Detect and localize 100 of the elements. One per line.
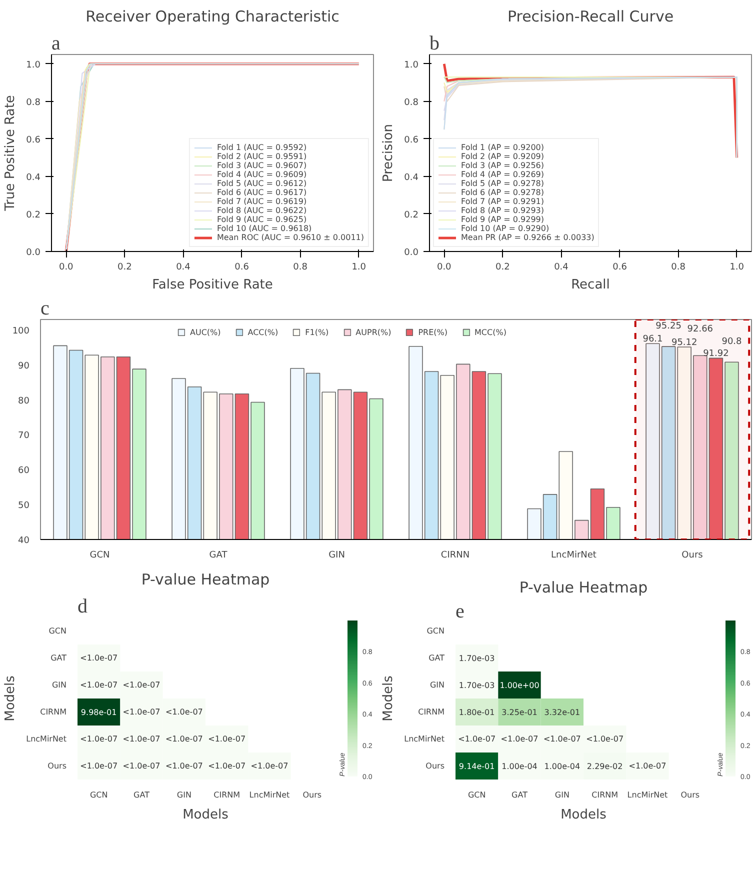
legend-label: AUC(%) bbox=[190, 327, 221, 337]
legend-label: Fold 3 (AUC = 0.9607) bbox=[216, 161, 307, 170]
data-label: <1.0e-07 bbox=[543, 734, 581, 744]
chart-title: P-value Heatmap bbox=[519, 578, 648, 596]
legend-label: Fold 1 (AUC = 0.9592) bbox=[216, 143, 307, 152]
data-label: <1.0e-07 bbox=[250, 762, 288, 770]
y-tick-label: GIN bbox=[430, 680, 445, 690]
data-label: <1.0e-07 bbox=[165, 762, 203, 770]
x-axis-title: False Positive Rate bbox=[152, 278, 273, 292]
data-label: <1.0e-07 bbox=[165, 734, 203, 744]
data-label: <1.0e-07 bbox=[500, 734, 538, 744]
legend-label: ACC(%) bbox=[248, 327, 278, 337]
y-axis-title: Models bbox=[381, 675, 396, 722]
data-label: 2.29e-02 bbox=[586, 762, 623, 771]
data-label: <1.0e-07 bbox=[80, 734, 118, 744]
data-label: <1.0e-07 bbox=[122, 680, 160, 690]
data-label: <1.0e-07 bbox=[122, 762, 160, 770]
legend-label: AUPR(%) bbox=[356, 327, 392, 337]
legend-label: PRE(%) bbox=[418, 327, 448, 337]
x-tick-label: Ours bbox=[680, 790, 700, 800]
data-label: <1.0e-07 bbox=[208, 734, 246, 744]
y-tick-label: LncMirNet bbox=[26, 734, 67, 744]
y-tick-label: Ours bbox=[48, 762, 67, 770]
data-label: 1.80e-01 bbox=[458, 708, 495, 717]
y-tick-label: 0.4 bbox=[404, 172, 419, 183]
data-label: 1.00e-04 bbox=[502, 762, 538, 771]
y-tick-label: 0.0 bbox=[26, 248, 41, 258]
x-tick-label: GCN bbox=[90, 790, 108, 800]
legend-label: Fold 4 (AUC = 0.9609) bbox=[216, 170, 307, 179]
y-tick-label: CIRNM bbox=[418, 708, 445, 716]
y-tick-label: LncMirNet bbox=[404, 734, 445, 744]
data-label: 3.25e-01 bbox=[502, 708, 538, 717]
legend-label: Fold 1 (AP = 0.9200) bbox=[461, 143, 544, 152]
y-tick-label: 50 bbox=[18, 501, 30, 512]
legend-label: Fold 2 (AP = 0.9209) bbox=[461, 152, 544, 161]
x-tick-label: CIRNN bbox=[440, 550, 470, 560]
x-tick-label: GCN bbox=[90, 550, 110, 560]
y-tick-label: CIRNM bbox=[40, 708, 67, 716]
y-tick-label: 100 bbox=[12, 326, 30, 336]
x-tick-label: GAT bbox=[512, 790, 528, 800]
x-tick-label: Ours bbox=[682, 550, 704, 560]
x-tick-label: GCN bbox=[468, 790, 486, 800]
data-label: <1.0e-07 bbox=[122, 734, 160, 744]
legend-label: Fold 9 (AP = 0.9299) bbox=[461, 215, 544, 224]
y-tick-label: GAT bbox=[428, 654, 445, 662]
x-tick-label: 0.2 bbox=[496, 262, 510, 272]
x-axis-title: Recall bbox=[571, 278, 610, 292]
x-tick-label: 1.0 bbox=[730, 262, 744, 272]
y-tick-label: GCN bbox=[48, 626, 67, 636]
y-tick-label: 70 bbox=[18, 431, 30, 442]
data-label: 1.70e-03 bbox=[458, 654, 495, 663]
data-label: 95.25 bbox=[656, 322, 682, 332]
legend-label: Fold 10 (AUC = 0.9618) bbox=[216, 224, 312, 233]
data-label: 3.32e-01 bbox=[544, 708, 580, 717]
data-label: <1.0e-07 bbox=[586, 734, 624, 744]
legend-label: Fold 8 (AP = 0.9293) bbox=[461, 206, 544, 215]
data-label: 90.8 bbox=[722, 337, 742, 348]
legend-label: Mean ROC (AUC = 0.9610 ± 0.0011) bbox=[216, 233, 364, 242]
annotation: e bbox=[456, 600, 464, 622]
y-tick-label: GAT bbox=[50, 654, 67, 662]
legend-label: MCC(%) bbox=[474, 327, 506, 337]
legend-label: Fold 7 (AUC = 0.9619) bbox=[216, 197, 307, 206]
x-tick-label: LncMirNet bbox=[249, 790, 290, 800]
legend-label: Fold 3 (AP = 0.9256) bbox=[461, 161, 544, 170]
x-tick-label: 0.8 bbox=[293, 262, 308, 272]
data-label: <1.0e-07 bbox=[458, 734, 496, 744]
legend-label: Fold 7 (AP = 0.9291) bbox=[461, 197, 544, 206]
y-axis-title: Models bbox=[3, 675, 18, 722]
y-tick-label: 60 bbox=[18, 466, 30, 476]
data-label: 96.1 bbox=[642, 334, 663, 345]
y-tick-label: 0.4 bbox=[26, 172, 41, 183]
y-tick-label: GIN bbox=[52, 680, 67, 690]
legend-label: Fold 4 (AP = 0.9269) bbox=[461, 170, 544, 179]
data-label: 1.00e-04 bbox=[544, 762, 580, 771]
x-tick-label: LncMirNet bbox=[551, 550, 597, 560]
data-label: <1.0e-07 bbox=[208, 762, 246, 770]
y-tick-label: 80 bbox=[18, 396, 30, 406]
data-label: 9.14e-01 bbox=[458, 762, 495, 771]
data-label: 91.92 bbox=[703, 349, 729, 360]
y-tick-label: GCN bbox=[426, 626, 445, 636]
data-label: <1.0e-07 bbox=[80, 762, 118, 770]
x-tick-label: GIN bbox=[554, 790, 570, 800]
y-axis-title: True Positive Rate bbox=[3, 95, 18, 212]
y-tick-label: 0.2 bbox=[404, 210, 419, 220]
x-tick-label: 0.4 bbox=[554, 262, 569, 272]
data-label: 95.12 bbox=[671, 338, 698, 348]
legend-label: Fold 2 (AUC = 0.9591) bbox=[216, 152, 307, 161]
annotation: b bbox=[430, 32, 440, 54]
chart-title: Receiver Operating Characteristic bbox=[86, 8, 340, 26]
legend-label: Fold 5 (AP = 0.9278) bbox=[461, 179, 544, 188]
data-label: 1.70e-03 bbox=[458, 681, 495, 690]
x-tick-label: 0.0 bbox=[58, 262, 74, 272]
y-axis-title: Precision bbox=[381, 124, 396, 182]
legend-label: Mean PR (AP = 0.9266 ± 0.0033) bbox=[461, 233, 594, 242]
x-tick-label: GAT bbox=[134, 790, 150, 800]
legend-label: Fold 8 (AUC = 0.9622) bbox=[216, 206, 307, 215]
x-tick-label: Ours bbox=[302, 790, 322, 800]
data-label: 9.98e-01 bbox=[80, 708, 117, 717]
x-tick-label: GAT bbox=[209, 550, 228, 560]
x-tick-label: 0.2 bbox=[118, 262, 132, 272]
